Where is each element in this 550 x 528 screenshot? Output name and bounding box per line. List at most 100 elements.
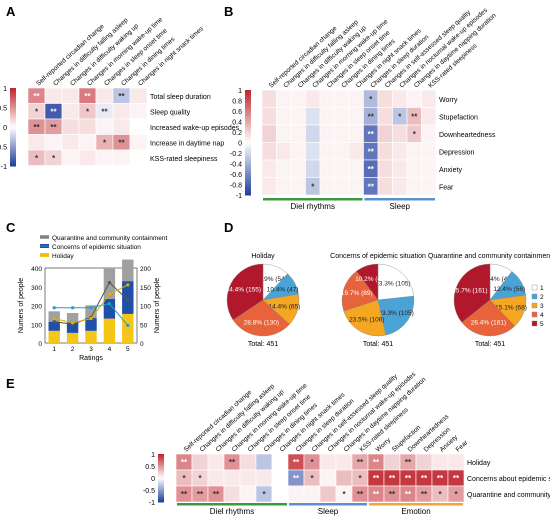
heatmap-cell	[348, 142, 364, 161]
legend-label: Quarantine and community containment	[52, 235, 167, 242]
colorbar-segment	[158, 474, 164, 477]
heatmap-cell	[287, 485, 305, 503]
series-point	[52, 306, 56, 310]
heatmap-cell	[377, 159, 393, 178]
colorbar-segment	[245, 95, 251, 99]
colorbar-segment	[158, 467, 164, 469]
heatmap-cell	[377, 89, 393, 108]
series-point	[107, 281, 111, 285]
colorbar-segment	[245, 142, 251, 146]
heatmap-cell	[415, 453, 433, 471]
heatmap-cell	[271, 453, 289, 471]
series-point	[126, 323, 130, 327]
colorbar-segment	[245, 158, 251, 162]
colorbar-segment	[10, 88, 16, 91]
group-bar	[364, 198, 435, 201]
series-point	[71, 306, 75, 310]
legend-swatch	[531, 320, 538, 327]
heatmap-cell	[129, 134, 148, 151]
colorbar: 1 0.8 0.6 0.4 0.2 0 -0.2 -0.4 -0.6 -0.8 -1	[230, 88, 251, 200]
colorbar-tick-label: 0	[238, 141, 242, 148]
colorbar-segment	[245, 145, 251, 149]
colorbar-segment	[245, 113, 251, 117]
y2-tick-label: 50	[140, 322, 148, 329]
heatmap-cell	[261, 142, 277, 161]
colorbar-segment	[158, 460, 164, 462]
heatmap-cell	[27, 134, 46, 151]
heatmap-cell	[334, 89, 350, 108]
heatmap-cell	[261, 107, 277, 126]
y2-tick-label: 200	[140, 266, 151, 273]
colorbar-segment	[245, 116, 251, 120]
heatmap-cell	[431, 453, 449, 471]
colorbar-segment	[158, 499, 164, 502]
colorbar-segment	[245, 174, 251, 178]
heatmap-cell	[421, 124, 437, 143]
slice-label: 14.4% (65)	[268, 303, 300, 310]
colorbar-segment	[245, 179, 251, 183]
colorbar-segment	[245, 129, 251, 133]
pie-slice	[453, 263, 491, 323]
heatmap-cell	[239, 469, 257, 487]
legend-label: 1	[540, 285, 544, 292]
colorbar-segment	[10, 138, 16, 142]
legend-label: 3	[540, 303, 544, 310]
heatmap-cell	[303, 485, 321, 503]
colorbar-segment	[158, 482, 164, 485]
significance-marker: **	[389, 474, 396, 483]
colorbar-segment	[158, 487, 164, 490]
colorbar-segment	[10, 130, 16, 134]
colorbar-tick-label: 0.4	[232, 120, 242, 127]
series-point	[107, 302, 111, 306]
bar-segment	[66, 332, 79, 343]
heatmap-cell	[406, 89, 422, 108]
colorbar-segment	[158, 484, 164, 486]
significance-marker: *	[311, 182, 315, 191]
colorbar-segment	[158, 466, 164, 468]
significance-marker: **	[368, 147, 375, 156]
colorbar-segment	[245, 150, 251, 154]
heatmap-cell	[112, 149, 131, 166]
pie-slice	[341, 270, 379, 312]
group-label: Diel rhythms	[210, 507, 254, 516]
colorbar-segment	[245, 90, 251, 94]
legend-label: Holiday	[52, 253, 74, 260]
colorbar-segment	[158, 457, 164, 460]
significance-marker: **	[118, 92, 125, 101]
colorbar-segment	[10, 136, 16, 140]
significance-marker: **	[293, 458, 300, 467]
x-tick-label: 1	[52, 346, 56, 353]
heatmap-cell	[290, 89, 306, 108]
colorbar-tick-label: -1	[236, 193, 242, 200]
significance-marker: **	[437, 474, 444, 483]
slice-label: 15.1% (68)	[495, 304, 527, 311]
significance-marker: **	[293, 474, 300, 483]
colorbar-segment	[158, 480, 164, 483]
colorbar-segment	[10, 152, 16, 155]
significance-marker: **	[101, 107, 108, 116]
heatmap-cell	[276, 124, 292, 143]
heatmap-cell	[305, 89, 321, 108]
heatmap-cell	[421, 89, 437, 108]
slice-label: 11.9% (54)	[256, 276, 287, 283]
legend-label: 2	[540, 294, 544, 301]
colorbar-segment	[10, 128, 16, 132]
heatmap-cell	[290, 124, 306, 143]
slice-label: 23.5% (106)	[349, 316, 384, 323]
row-label: Total sleep duration	[150, 94, 211, 101]
colorbar-segment	[10, 144, 16, 147]
colorbar-segment	[10, 97, 16, 101]
colorbar-segment	[158, 491, 164, 493]
heatmap-cell	[348, 89, 364, 108]
heatmap-cell	[112, 103, 131, 120]
significance-marker: **	[405, 458, 412, 467]
significance-marker: *	[342, 490, 346, 499]
heatmap-cell	[95, 118, 114, 135]
heatmap-cell	[447, 485, 465, 503]
series-point	[52, 317, 56, 321]
colorbar-segment	[245, 100, 251, 104]
bar-segment	[85, 330, 97, 343]
colorbar-segment	[10, 107, 16, 110]
heatmap-cell	[334, 159, 350, 178]
heatmap-cell	[377, 142, 393, 161]
